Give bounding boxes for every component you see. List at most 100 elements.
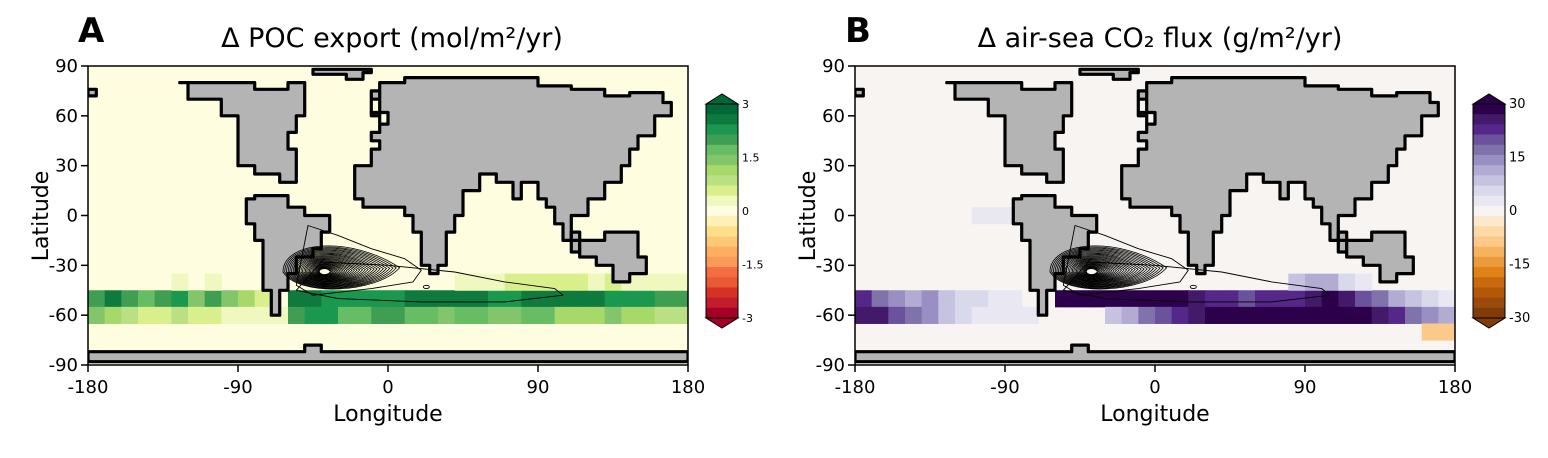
colorbar-segment: [706, 287, 738, 299]
heatmap-cell: [1238, 290, 1256, 308]
colorbar-top-arrow: [704, 93, 740, 105]
heatmap-cell: [855, 290, 873, 308]
heatmap-cell: [354, 290, 372, 308]
contour-line: [315, 266, 338, 277]
heatmap-cell: [121, 306, 139, 324]
heatmap-cell: [1388, 290, 1406, 308]
contour-line: [1071, 259, 1125, 281]
heatmap-cell: [1088, 290, 1106, 308]
heatmap-cell: [1371, 306, 1389, 324]
heatmap-cell: [1188, 306, 1206, 324]
heatmap-cell: [1405, 290, 1423, 308]
heatmap-cell: [321, 290, 339, 308]
heatmap-cell: [971, 306, 989, 324]
y-tick-label: -90: [49, 355, 78, 376]
heatmap-cell: [371, 290, 389, 308]
heatmap-cell: [1005, 290, 1023, 308]
contour-line: [299, 255, 369, 283]
map-area: [88, 66, 688, 365]
heatmap-cell: [138, 306, 156, 324]
contour-line: [295, 261, 564, 303]
heatmap-cell: [104, 290, 122, 308]
heatmap-cell: [1105, 306, 1123, 324]
heatmap-cell: [921, 290, 939, 308]
colorbar-bottom-arrow: [1471, 317, 1507, 329]
contour-line: [1061, 252, 1145, 285]
x-tick-label: 180: [1438, 377, 1472, 398]
heatmap-cell: [1255, 290, 1273, 308]
heatmap-cell: [454, 290, 472, 308]
heatmap-cell: [988, 290, 1006, 308]
heatmap-cell: [921, 306, 939, 324]
heatmap-cell: [1405, 306, 1423, 324]
contour-line: [1056, 249, 1155, 287]
colorbar-segment: [706, 267, 738, 278]
heatmap-cell: [905, 306, 923, 324]
contour-line: [313, 265, 341, 278]
contour-line: [1069, 257, 1131, 282]
x-tick-label: 0: [382, 377, 393, 398]
heatmap-cell: [638, 306, 656, 324]
x-tick-label: -90: [990, 377, 1019, 398]
contour-line: [1082, 266, 1105, 277]
y-tick-label: 90: [822, 56, 845, 77]
heatmap-cell: [1421, 323, 1439, 341]
heatmap-cell: [1421, 290, 1439, 308]
contour-line: [1064, 254, 1139, 284]
heatmap-cell: [604, 306, 622, 324]
x-tick-label: 0: [1149, 377, 1160, 398]
heatmap-cell: [1371, 290, 1389, 308]
contour-line: [310, 262, 348, 279]
colorbar-segment: [1473, 185, 1505, 197]
y-tick-label: -30: [816, 255, 845, 276]
heatmap-cell: [388, 306, 406, 324]
heatmap-cell: [621, 290, 639, 308]
heatmap-cell: [438, 290, 456, 308]
heatmap-cell: [871, 306, 889, 324]
heatmap-cell: [1338, 273, 1356, 291]
colorbar-tick-label: 0: [1509, 204, 1517, 219]
land-mask: [1078, 67, 1140, 81]
contour-line: [282, 245, 401, 290]
heatmap-cell: [554, 273, 572, 291]
colorbar-segment: [706, 297, 738, 309]
contour-line: [289, 249, 388, 287]
heatmap-cell: [1438, 290, 1455, 308]
heatmap-cell: [254, 290, 272, 308]
y-tick-label: -60: [816, 305, 845, 326]
contour-line: [306, 260, 356, 280]
heatmap-cell: [1338, 290, 1356, 308]
heatmap-cell: [654, 290, 672, 308]
contour-line: [297, 254, 372, 284]
heatmap-cell: [588, 290, 606, 308]
heatmap-cell: [855, 306, 873, 324]
colorbar-segment: [706, 277, 738, 288]
map-area: [855, 66, 1455, 365]
heatmap-cell: [571, 290, 589, 308]
heatmap-cell: [104, 306, 122, 324]
colorbar-segment: [1473, 287, 1505, 299]
colorbar-segment: [1473, 277, 1505, 288]
colorbar-tick-label: -15: [1509, 258, 1530, 273]
y-tick-label: 30: [55, 156, 78, 177]
heatmap-cell: [1055, 290, 1073, 308]
colorbar-segment: [706, 144, 738, 156]
heatmap-cell: [988, 306, 1006, 324]
colorbar-segment: [1473, 267, 1505, 278]
heatmap-cell: [955, 306, 973, 324]
heatmap-cell: [1271, 290, 1289, 308]
land-mask: [178, 80, 307, 184]
colorbar: 3 1.5 0 -1.5 -3: [704, 93, 763, 329]
heatmap-cell: [971, 207, 989, 225]
contour-line: [295, 253, 375, 285]
heatmap-cell: [438, 306, 456, 324]
heatmap-cell: [1305, 306, 1323, 324]
heatmap-cell: [504, 273, 522, 291]
x-axis: -180 -90 0 90 180: [68, 365, 705, 398]
colorbar-tick-label: -1.5: [742, 259, 763, 272]
contour-line: [1080, 265, 1108, 278]
heatmap-cell: [654, 306, 672, 324]
x-tick-label: -90: [223, 377, 252, 398]
y-axis: 90 60 30 0 -30 -60 -90: [49, 56, 88, 376]
contour-line: [286, 247, 394, 288]
